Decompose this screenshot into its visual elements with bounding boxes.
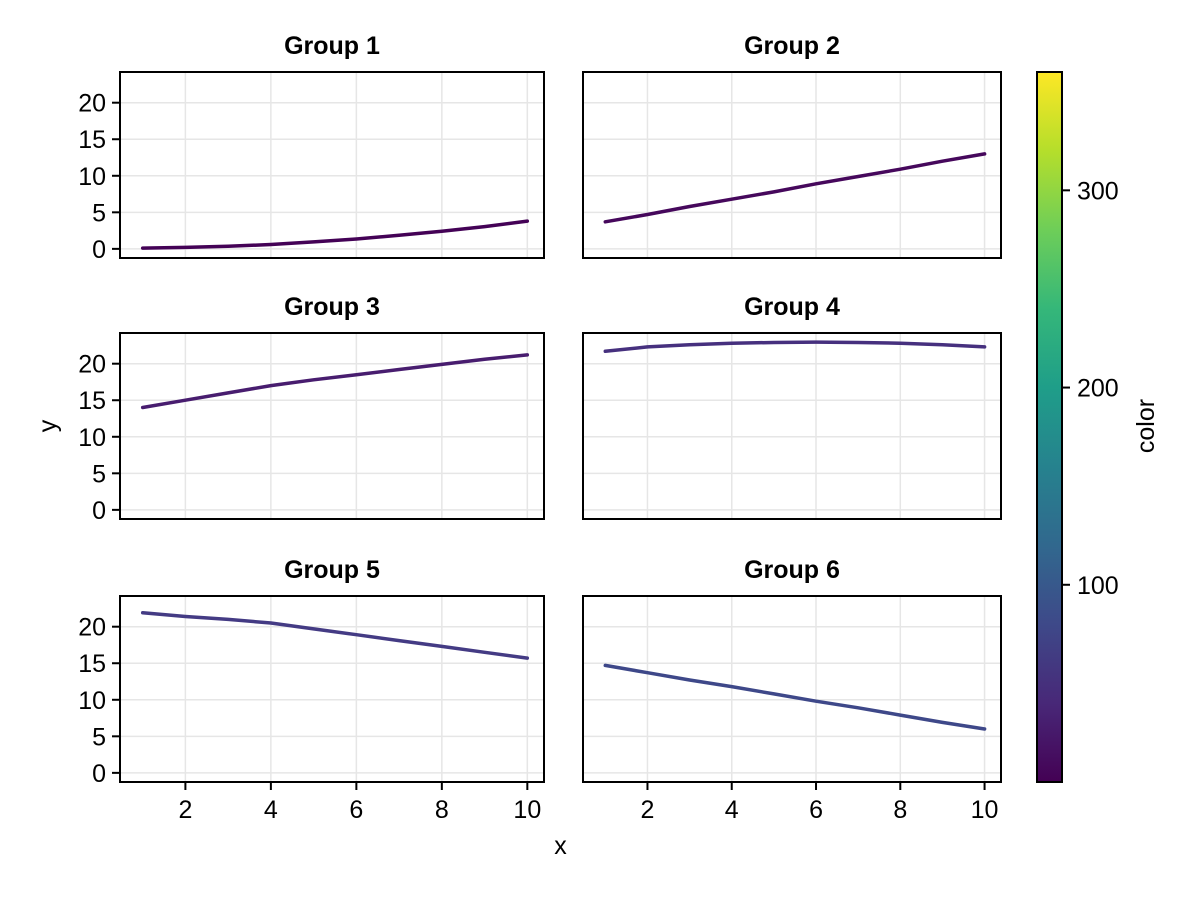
x-tick-label: 6 xyxy=(809,796,823,824)
y-tick-label: 0 xyxy=(92,497,106,525)
y-tick-label: 10 xyxy=(78,424,106,452)
x-tick-label: 2 xyxy=(178,796,192,824)
x-axis-label: x xyxy=(554,832,567,860)
line-series-3 xyxy=(140,353,530,410)
x-tick-label: 8 xyxy=(435,796,449,824)
x-tick-label: 10 xyxy=(513,796,541,824)
line-series-1 xyxy=(140,219,530,250)
line-series-4 xyxy=(603,340,987,354)
y-tick-label: 10 xyxy=(78,687,106,715)
facet-title-group-3: Group 3 xyxy=(284,293,380,321)
x-tick-label: 2 xyxy=(641,796,655,824)
y-tick-label: 0 xyxy=(92,760,106,788)
y-tick-label: 20 xyxy=(78,90,106,118)
x-tick-label: 8 xyxy=(893,796,907,824)
x-tick-label: 10 xyxy=(971,796,999,824)
colorbar-gradient xyxy=(1037,72,1062,782)
y-tick-label: 10 xyxy=(78,163,106,191)
x-tick-label: 4 xyxy=(264,796,278,824)
facet-title-group-2: Group 2 xyxy=(744,32,840,60)
colorbar-tick-label: 300 xyxy=(1077,177,1119,205)
facet-title-group-5: Group 5 xyxy=(284,556,380,584)
panel-frame xyxy=(582,332,1002,520)
y-tick-label: 20 xyxy=(78,614,106,642)
x-tick-label: 4 xyxy=(725,796,739,824)
colorbar-tick-label: 200 xyxy=(1077,375,1119,403)
y-tick-label: 0 xyxy=(92,236,106,264)
colorbar-tick-label: 100 xyxy=(1077,572,1119,600)
y-tick-label: 5 xyxy=(92,723,106,751)
facet-title-group-4: Group 4 xyxy=(744,293,840,321)
facet-title-group-6: Group 6 xyxy=(744,556,840,584)
facet-title-group-1: Group 1 xyxy=(284,32,380,60)
panel-frame xyxy=(119,332,545,520)
colorbar-frame xyxy=(1036,71,1063,783)
x-tick-label: 6 xyxy=(349,796,363,824)
panel-frame xyxy=(119,71,545,259)
panel-frame xyxy=(582,595,1002,783)
line-series-2 xyxy=(603,152,987,224)
panel-frame xyxy=(119,595,545,783)
y-tick-label: 20 xyxy=(78,351,106,379)
y-axis-label: y xyxy=(34,419,62,433)
y-tick-label: 15 xyxy=(78,126,106,154)
line-series-6 xyxy=(603,663,987,731)
y-tick-label: 5 xyxy=(92,460,106,488)
panel-frame xyxy=(582,71,1002,259)
y-tick-label: 15 xyxy=(78,387,106,415)
colorbar-label: color xyxy=(1132,398,1160,454)
y-tick-label: 5 xyxy=(92,199,106,227)
line-series-5 xyxy=(140,611,530,660)
y-tick-label: 15 xyxy=(78,650,106,678)
